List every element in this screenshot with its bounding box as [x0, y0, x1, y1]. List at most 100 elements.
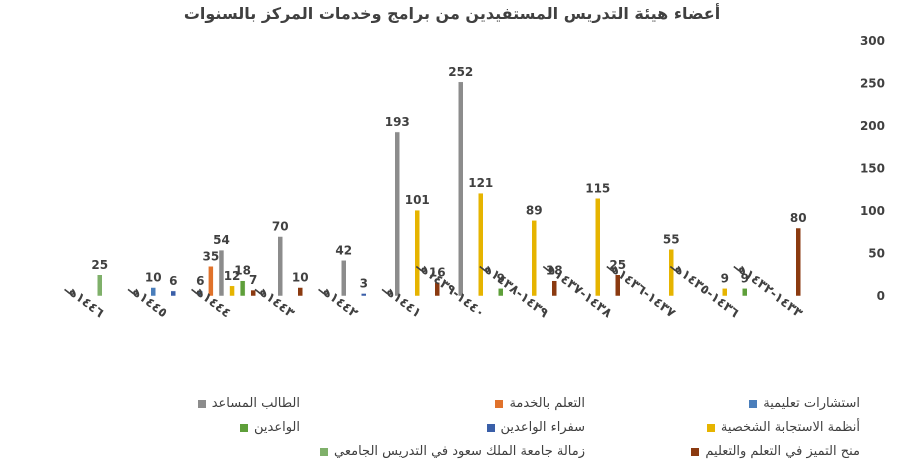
data-label: 35	[203, 249, 220, 263]
legend-label: الطالب المساعد	[211, 396, 300, 411]
legend-item: التعلم بالخدمة	[495, 396, 585, 411]
y-tick-label: 200	[860, 119, 885, 133]
legend-item: زمالة جامعة الملك سعود في التدريس الجامع…	[320, 444, 585, 459]
data-label: 12	[224, 269, 241, 283]
data-label: 18	[546, 264, 563, 278]
data-label: 18	[234, 264, 251, 278]
x-tick-label: ١٤٤٣هـ	[251, 281, 297, 321]
bar	[150, 287, 156, 297]
x-tick-label: ١٤٣٧-١٤٣٦هـ	[603, 258, 678, 321]
legend-item: أنظمة الاستجابة الشخصية	[706, 420, 860, 435]
bar	[595, 198, 601, 297]
data-label: 10	[292, 271, 309, 285]
chart-title: أعضاء هيئة التدريس المستفيدين من برامج و…	[184, 3, 720, 23]
legend-label: سفراء الواعدين	[500, 420, 586, 435]
legend-swatch	[240, 423, 248, 432]
bar	[239, 280, 246, 297]
y-tick-label: 100	[860, 204, 885, 218]
x-axis: ١٤٤٦هـ ١٤٤٥هـ ١٤٤٤هـ ١٤٤٣هـ ١٤٤٢هـ ١٤٤١هـ١٤٤٠…	[61, 258, 805, 321]
bars-group	[97, 81, 801, 297]
legend-item: الواعدين	[240, 420, 300, 435]
data-label: 3	[360, 276, 368, 290]
y-tick-label: 0	[877, 289, 885, 303]
bar	[197, 290, 204, 297]
data-label: 80	[790, 211, 807, 225]
x-tick-label: ١٤٤٠-١٤٣٩هـ	[413, 258, 488, 321]
legend-label: الواعدين	[254, 420, 300, 435]
bar	[551, 280, 557, 297]
y-tick-label: 50	[868, 247, 885, 261]
bar	[341, 260, 347, 297]
data-label: 7	[249, 273, 257, 287]
bar	[277, 236, 283, 297]
legend-swatch	[706, 423, 715, 432]
legend-label: التعلم بالخدمة	[509, 396, 585, 411]
bar	[97, 274, 103, 297]
legend-swatch	[197, 399, 206, 408]
data-label: 55	[663, 232, 680, 246]
legend-swatch	[320, 447, 329, 456]
bar	[722, 288, 728, 297]
bar	[531, 220, 537, 297]
data-label: 115	[585, 181, 610, 195]
data-label: 6	[169, 274, 177, 288]
y-tick-label: 300	[860, 34, 885, 48]
bar	[795, 227, 801, 297]
legend-label: استشارات تعليمية	[763, 396, 860, 411]
legend-label: أنظمة الاستجابة الشخصية	[720, 420, 860, 435]
legend-swatch	[495, 399, 504, 408]
data-label: 193	[385, 115, 410, 129]
legend-item: استشارات تعليمية	[749, 396, 860, 411]
legend-swatch	[749, 399, 758, 408]
x-tick-label: ١٤٣٦-١٤٣٥هـ	[667, 258, 742, 321]
bar	[414, 209, 420, 297]
data-label: 101	[405, 193, 430, 207]
y-axis: 0 50 100 150 200 250 300	[860, 34, 885, 303]
bar	[478, 192, 484, 297]
bar	[668, 249, 674, 297]
y-tick-label: 250	[860, 77, 885, 91]
bar	[615, 274, 621, 297]
x-tick-label: ١٤٣٨-١٤٣٧هـ	[540, 258, 615, 321]
x-tick-label: ١٤٣٩-١٤٣٨هـ	[476, 258, 551, 321]
bar	[742, 288, 748, 297]
legend-label: منح التميز في التعلم والتعليم	[705, 444, 860, 459]
data-label: 89	[526, 203, 543, 217]
legend-swatch	[486, 423, 495, 432]
data-label: 70	[272, 220, 289, 234]
bar	[250, 289, 256, 297]
bar	[297, 287, 303, 297]
legend-item: منح التميز في التعلم والتعليم	[691, 444, 860, 459]
bar	[170, 290, 176, 297]
x-tick-label: ١٤٣٣-١٤٣٢هـ	[730, 258, 805, 321]
data-label: 42	[335, 243, 352, 257]
data-label: 10	[145, 271, 162, 285]
data-label: 252	[448, 65, 473, 79]
data-label: 121	[468, 176, 493, 190]
bar	[498, 288, 504, 297]
data-label: 25	[609, 258, 626, 272]
data-label: 16	[429, 265, 446, 279]
data-label: 54	[213, 233, 230, 247]
bar	[208, 266, 214, 297]
data-label: 25	[91, 258, 108, 272]
y-tick-label: 150	[860, 162, 885, 176]
x-tick-label: ١٤٤٢هـ	[315, 281, 361, 321]
bar	[434, 282, 440, 297]
data-label: 6	[196, 274, 204, 288]
data-label: 9	[721, 271, 729, 285]
x-tick-label: ١٤٤٥هـ	[124, 281, 170, 321]
legend-swatch	[691, 447, 700, 456]
legend-item: الطالب المساعد	[197, 396, 300, 411]
legend-item: سفراء الواعدين	[486, 420, 586, 435]
bar	[218, 249, 225, 297]
data-label: 9	[497, 271, 505, 285]
bar	[394, 131, 400, 297]
bar	[361, 293, 367, 297]
data-label: 9	[741, 271, 749, 285]
bar	[229, 285, 235, 297]
bar	[458, 81, 464, 297]
legend-label: زمالة جامعة الملك سعود في التدريس الجامع…	[334, 444, 585, 459]
